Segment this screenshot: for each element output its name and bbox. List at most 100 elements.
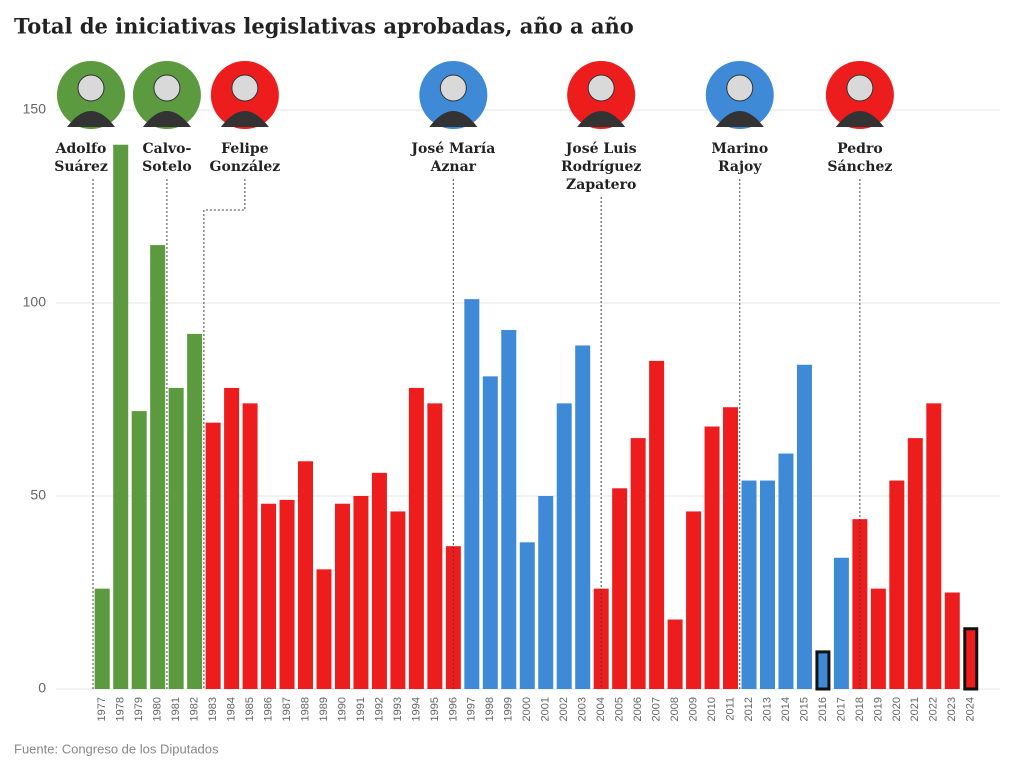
x-tick-label: 1993: [392, 697, 404, 721]
bar: [445, 546, 461, 689]
bar: [371, 472, 387, 689]
x-tick-label: 1987: [281, 697, 293, 721]
x-tick-label: 1979: [133, 697, 145, 721]
bar: [316, 569, 332, 689]
portrait-body: [142, 111, 191, 127]
x-tick-label: 2000: [521, 697, 533, 721]
bar: [741, 480, 757, 689]
bar: [168, 387, 184, 689]
x-tick-label: 1997: [466, 697, 478, 721]
x-tick-label: 2002: [558, 697, 570, 721]
x-tick-label: 1978: [115, 697, 127, 721]
bar: [94, 588, 110, 689]
bar: [408, 387, 424, 689]
leader-label: José Luis: [564, 141, 637, 157]
bar: [926, 403, 942, 689]
bar: [870, 588, 886, 689]
portrait-face: [726, 74, 754, 102]
leader-label: Marino: [711, 141, 768, 157]
portrait-body: [715, 111, 764, 127]
x-tick-label: 2005: [614, 697, 626, 721]
bar: [187, 333, 203, 689]
x-tick-label: 1991: [355, 697, 367, 721]
bar: [759, 480, 775, 689]
portrait-body: [429, 111, 478, 127]
bar: [612, 488, 628, 689]
bar: [686, 511, 702, 689]
bar: [963, 627, 979, 691]
bar: [205, 422, 221, 689]
x-tick-label: 1992: [373, 697, 385, 721]
bar: [815, 650, 831, 691]
bar: [704, 426, 720, 689]
bar: [907, 438, 923, 689]
x-tick-label: 2011: [724, 697, 736, 721]
portrait-body: [220, 111, 269, 127]
bar: [556, 403, 572, 689]
leader-label: Pedro: [837, 141, 883, 157]
y-tick-label: 50: [30, 487, 46, 503]
bar: [575, 345, 591, 689]
bar: [113, 144, 129, 690]
x-tick-label: 2017: [835, 697, 847, 721]
chart-title: Total de iniciativas legislativas aproba…: [14, 14, 634, 39]
portrait-body: [67, 111, 115, 127]
x-tick-label: 2014: [780, 697, 792, 721]
portrait-face: [153, 74, 181, 102]
x-tick-label: 2003: [577, 697, 589, 721]
portrait-body: [835, 111, 884, 127]
x-tick-label: 1984: [226, 697, 238, 721]
leader-label: Felipe: [221, 141, 269, 157]
portrait-face: [587, 74, 615, 102]
bar: [833, 557, 849, 689]
x-tick-label: 1983: [207, 697, 219, 721]
bar: [464, 299, 480, 689]
leader-label: González: [210, 159, 281, 175]
portrait-body: [577, 111, 626, 127]
y-tick-label: 0: [38, 680, 46, 696]
x-tick-label: 2001: [540, 697, 552, 721]
bar: [519, 542, 535, 689]
x-tick-label: 2016: [817, 697, 829, 721]
bar: [353, 496, 369, 689]
bar: [224, 387, 240, 689]
x-tick-label: 1998: [484, 697, 496, 721]
bar: [667, 619, 683, 689]
bar: [298, 461, 314, 689]
x-tick-label: 2019: [872, 697, 884, 721]
leader-label: Calvo-: [143, 141, 192, 157]
x-tick-label: 1988: [299, 697, 311, 721]
leader-label: Adolfo: [55, 141, 107, 157]
bar: [796, 364, 812, 689]
portrait-face: [439, 74, 467, 102]
bar: [131, 411, 147, 689]
x-tick-label: 1981: [170, 697, 182, 721]
source: Fuente: Congreso de los Diputados: [14, 741, 219, 756]
x-tick-label: 2015: [798, 697, 810, 721]
x-tick-label: 2008: [669, 697, 681, 721]
x-tick-label: 2006: [632, 697, 644, 721]
x-tick-label: 1982: [189, 697, 201, 721]
leader-label: Sotelo: [142, 159, 191, 175]
y-tick-label: 150: [23, 101, 47, 117]
bar: [334, 503, 350, 689]
bar: [501, 330, 517, 689]
x-tick-label: 1986: [262, 697, 274, 721]
x-tick-label: 2024: [965, 697, 977, 721]
x-tick-label: 2018: [854, 697, 866, 721]
bar: [150, 245, 166, 689]
leader-label: José María: [409, 141, 495, 157]
leader-label: Aznar: [430, 159, 477, 175]
x-tick-label: 2009: [687, 697, 699, 721]
x-tick-label: 1989: [318, 697, 330, 721]
portrait-face: [77, 74, 105, 102]
leader-label: Zapatero: [566, 177, 636, 193]
x-tick-label: 1990: [336, 697, 348, 721]
x-tick-label: 2012: [743, 697, 755, 721]
x-tick-label: 2021: [909, 697, 921, 721]
bar: [279, 499, 295, 689]
bar: [649, 360, 665, 689]
x-tick-label: 1977: [96, 697, 108, 721]
bar: [630, 438, 646, 689]
